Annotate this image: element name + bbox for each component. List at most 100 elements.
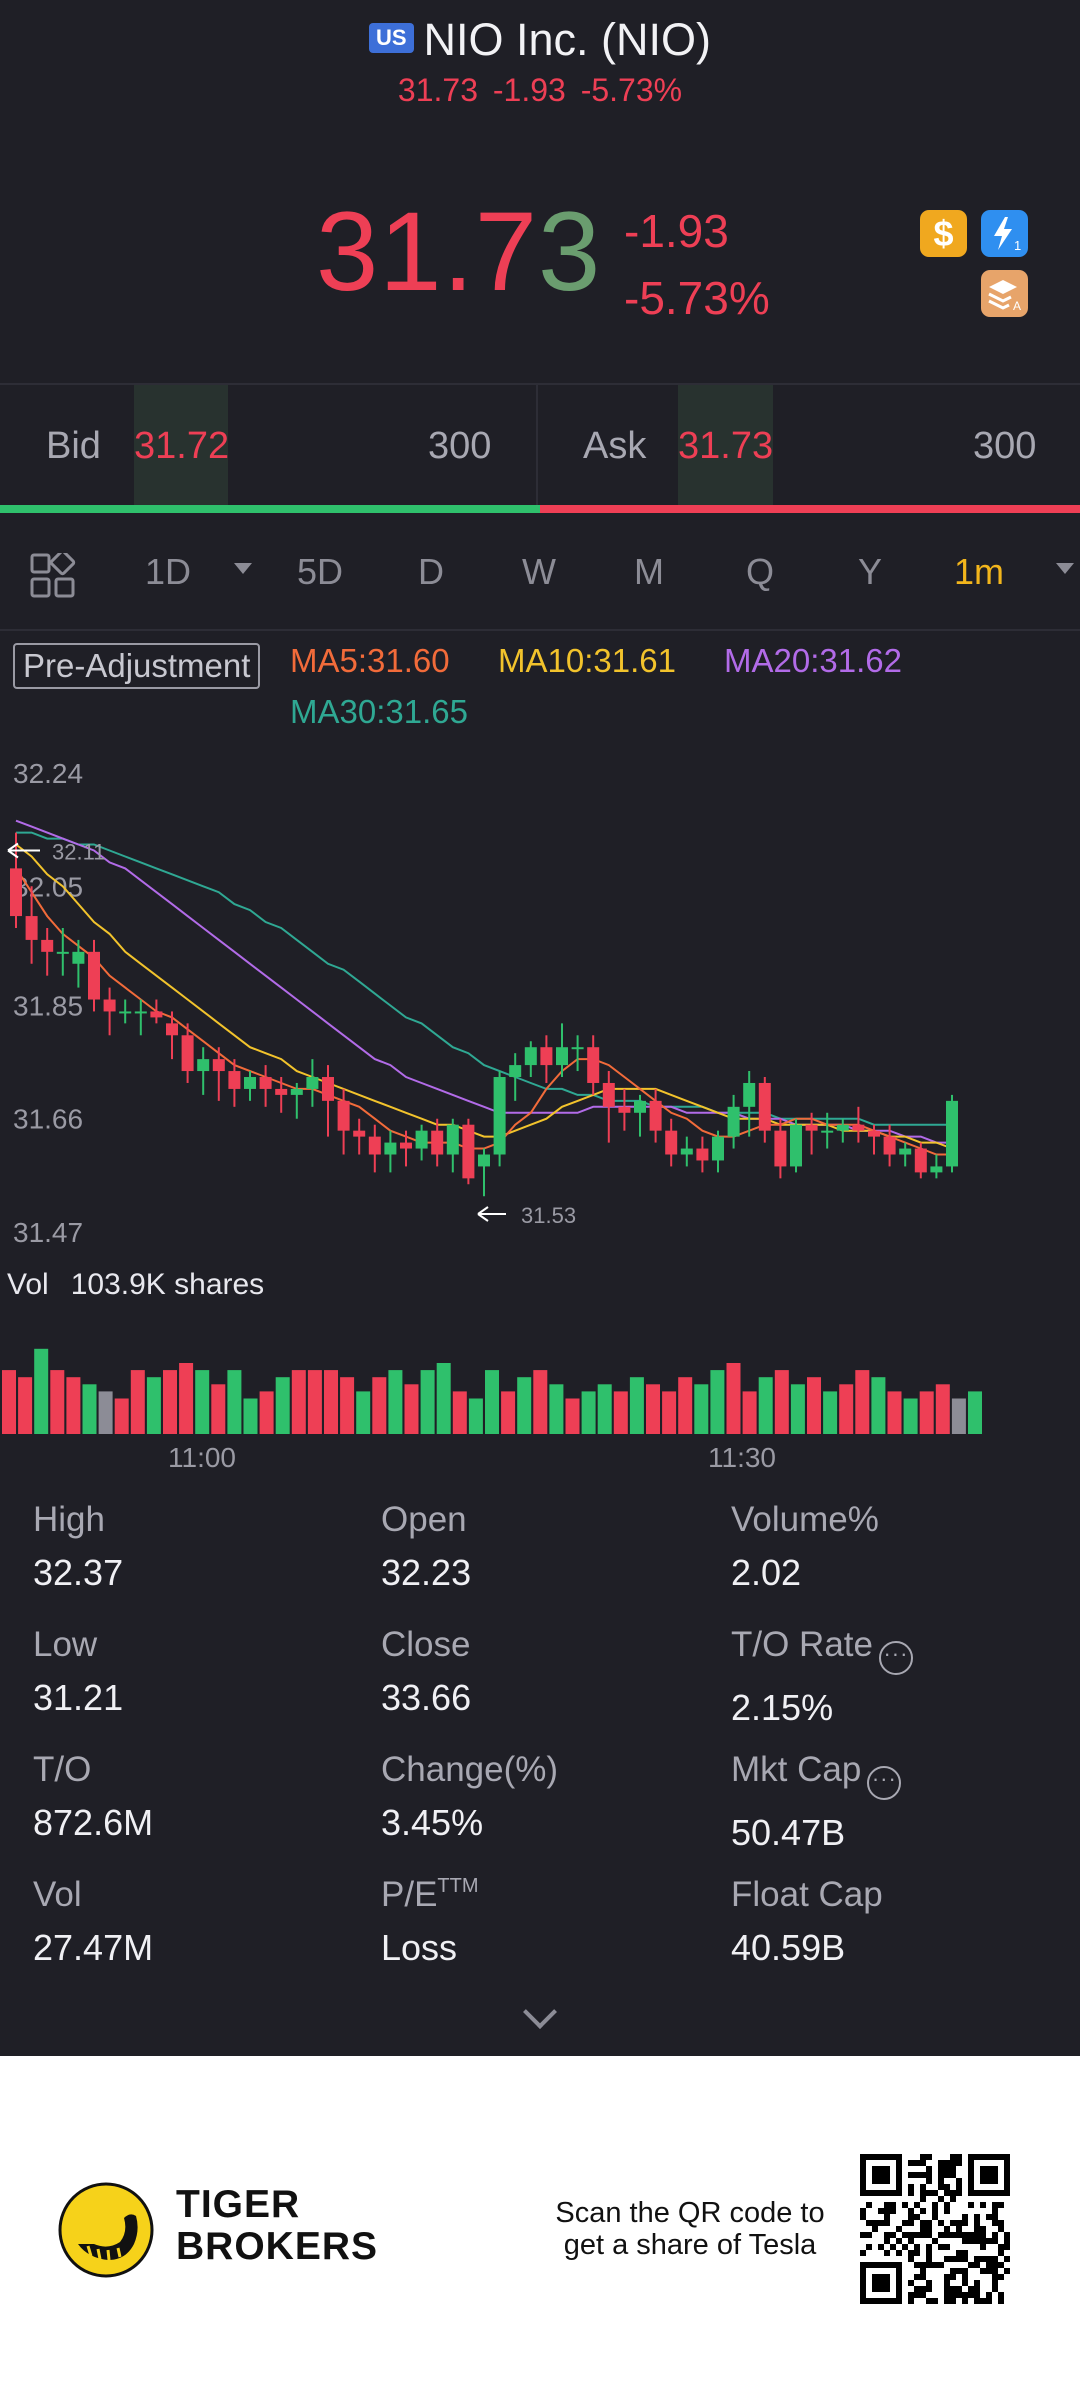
candle-body — [41, 939, 54, 952]
volume-bar — [710, 1370, 725, 1434]
tab-week[interactable]: W — [522, 551, 556, 592]
y-tick-label: 31.66 — [13, 1104, 83, 1135]
candle-body — [56, 951, 69, 954]
brand-line-1: TIGER — [176, 2183, 301, 2226]
candle-body — [306, 1077, 319, 1089]
promo-footer: TIGER BROKERS Scan the QR code to get a … — [0, 2056, 1080, 2402]
volume-bar — [356, 1391, 371, 1434]
volume-bar — [436, 1363, 451, 1434]
candle-body — [680, 1148, 693, 1155]
candle-body — [134, 1011, 147, 1014]
stat-label: High — [33, 1500, 105, 1539]
volume-bar — [243, 1398, 258, 1434]
volume-bar — [485, 1370, 499, 1434]
tab-month[interactable]: M — [634, 551, 664, 592]
more-info-icon[interactable]: ··· — [878, 1641, 913, 1675]
candle-body — [228, 1071, 241, 1089]
low-marker-label: 31.53 — [521, 1203, 576, 1228]
bid-ask-panel: Bid 31.72 300 Ask 31.73 300 — [0, 385, 1080, 505]
ask-strength-bar — [540, 505, 1080, 513]
bid-highlight — [134, 385, 228, 505]
stat-pe: P/ETTM Loss — [381, 1875, 479, 1969]
candle-body — [353, 1130, 366, 1137]
tab-1d[interactable]: 1D — [145, 551, 192, 592]
tab-year[interactable]: Y — [858, 551, 883, 592]
more-info-icon[interactable]: ··· — [867, 1766, 902, 1800]
scan-line-2: get a share of Tesla — [563, 2228, 817, 2261]
ma20-value: MA20:31.62 — [724, 642, 902, 679]
y-tick-label: 32.24 — [13, 758, 83, 789]
candle-body — [758, 1082, 771, 1131]
volume-bar — [324, 1370, 338, 1434]
ma30-value: MA30:31.65 — [290, 693, 468, 730]
candle-body — [868, 1130, 880, 1137]
volume-bar — [372, 1377, 387, 1434]
candle-body — [10, 868, 22, 917]
candle-body — [712, 1136, 724, 1161]
volume-bar — [211, 1384, 226, 1434]
volume-bar — [774, 1370, 789, 1434]
stat-label: Open — [381, 1500, 467, 1539]
pre-adjustment-toggle[interactable]: Pre-Adjustment — [13, 643, 261, 689]
volume-bar — [66, 1377, 81, 1434]
dollar-icon[interactable]: $ — [920, 210, 967, 257]
stat-volume-pct: Volume% 2.02 — [731, 1500, 879, 1594]
chart-layout-icon[interactable] — [30, 553, 76, 599]
volume-header: Vol 103.9K shares — [7, 1268, 264, 1302]
volume-bar — [903, 1398, 918, 1434]
bid-price[interactable]: 31.72 — [134, 425, 230, 467]
candle-body — [181, 1035, 194, 1072]
candle-body — [446, 1124, 459, 1155]
candle-body — [244, 1077, 256, 1089]
tab-1m[interactable]: 1m — [954, 551, 1005, 592]
ask-label: Ask — [583, 425, 647, 467]
volume-bar — [726, 1363, 741, 1434]
candle-body — [821, 1130, 834, 1133]
ask-price[interactable]: 31.73 — [678, 425, 774, 467]
tab-day[interactable]: D — [418, 551, 444, 592]
brand-line-2: BROKERS — [176, 2225, 379, 2269]
candle-body — [587, 1047, 600, 1083]
brand-name: TIGER BROKERS — [176, 2183, 379, 2269]
stat-float-cap: Float Cap 40.59B — [731, 1875, 883, 1969]
volume-bar — [533, 1370, 548, 1434]
volume-bar — [98, 1391, 113, 1434]
chevron-down-icon[interactable] — [1056, 563, 1074, 574]
candle-body — [696, 1148, 709, 1161]
stat-market-cap: Mkt Cap ··· 50.47B — [731, 1750, 902, 1854]
header-quote-line: 31.73 -1.93 -5.73% — [0, 72, 1080, 109]
flash-trade-icon[interactable]: 1 — [981, 210, 1028, 257]
volume-bar — [678, 1377, 693, 1434]
volume-bar — [855, 1370, 870, 1434]
stat-value: 50.47B — [731, 1812, 846, 1853]
stat-label: T/O Rate — [731, 1625, 873, 1664]
volume-bar — [807, 1377, 821, 1434]
tab-quarter[interactable]: Q — [746, 551, 775, 592]
volume-bar — [130, 1370, 145, 1434]
volume-bar — [839, 1384, 854, 1434]
last-price: 31.73 — [316, 196, 601, 308]
volume-bar — [50, 1370, 65, 1434]
candle-body — [836, 1124, 849, 1131]
price-change: -1.93 — [624, 205, 729, 257]
volume-bar — [871, 1377, 886, 1434]
candle-body — [540, 1047, 553, 1066]
stat-value: 3.45% — [381, 1802, 484, 1843]
volume-label: Vol — [7, 1268, 49, 1301]
candle-body — [493, 1077, 506, 1155]
volume-bar — [259, 1391, 274, 1434]
scan-line-1: Scan the QR code to — [555, 2197, 825, 2229]
candle-body — [634, 1100, 646, 1113]
bid-qty: 300 — [428, 425, 492, 467]
price-change-block: -1.93 -5.73% — [624, 198, 770, 331]
volume-bar — [146, 1377, 161, 1434]
volume-bar — [34, 1348, 49, 1434]
layers-icon[interactable]: A — [981, 270, 1028, 317]
stat-label: Close — [381, 1625, 471, 1664]
tab-5d[interactable]: 5D — [297, 551, 344, 592]
chevron-down-icon[interactable] — [234, 563, 252, 574]
tiger-brokers-logo — [58, 2182, 154, 2278]
volume-bar — [82, 1384, 97, 1434]
volume-bar — [597, 1384, 612, 1434]
